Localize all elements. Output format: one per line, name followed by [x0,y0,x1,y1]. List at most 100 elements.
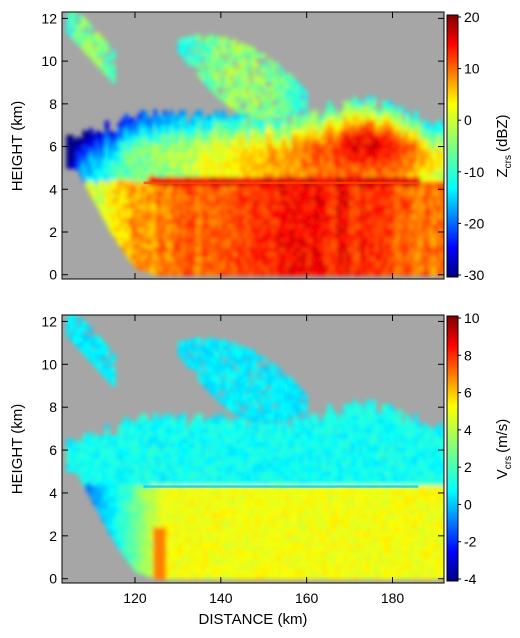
field-cell [368,166,374,173]
echo-cell [271,90,276,97]
field-cell [278,232,283,239]
field-cell [153,459,158,466]
field-cell [85,468,90,474]
field-cell [127,496,132,503]
field-cell [211,260,216,267]
field-cell [169,574,174,580]
field-cell [359,223,364,229]
field-cell [310,161,316,168]
echo-cell [216,40,221,47]
field-cell [211,152,216,159]
field-cell [146,145,151,151]
field-cell [304,223,309,229]
field-cell [391,237,396,243]
field-cell [121,525,126,531]
field-cell [166,213,171,220]
field-cell [95,448,100,455]
echo-cell [268,109,273,116]
field-cell [140,265,145,271]
field-cell [314,255,319,262]
field-cell [156,541,161,547]
field-cell [175,124,180,131]
field-cell [423,171,428,177]
field-cell [426,199,431,206]
echo-cell [203,46,208,52]
field-cell [291,237,296,243]
field-cell [159,451,164,458]
field-cell [114,221,119,227]
echo-cell [242,48,247,55]
field-cell [372,185,377,192]
field-cell [214,190,219,196]
field-cell [410,199,415,206]
field-cell [249,199,254,206]
field-cell [195,208,200,215]
field-cell [291,199,296,206]
field-cell [404,124,409,131]
field-cell [240,138,245,145]
field-cell [256,119,261,126]
field-cell [359,260,364,267]
field-cell [336,208,341,215]
field-cell [259,213,264,220]
field-cell [401,270,406,276]
field-cell [104,144,110,150]
field-cell [98,492,103,498]
field-cell [420,143,425,149]
field-cell [150,225,155,232]
field-cell [259,260,264,267]
field-cell [201,223,206,229]
field-cell [272,241,277,248]
field-cell [124,137,129,143]
field-cell [265,260,271,267]
field-cell [224,227,229,234]
field-cell [256,138,261,145]
field-cell [433,138,438,145]
field-cell [288,251,293,257]
field-cell [204,232,209,239]
field-cell [114,515,119,522]
field-cell [195,185,200,192]
field-cell [291,147,296,154]
echo-cell [206,40,212,46]
field-cell [291,152,296,159]
field-cell [150,557,155,564]
field-cell [310,166,316,173]
field-cell [130,524,135,531]
field-cell [72,158,77,165]
field-cell [175,171,180,177]
field-cell [365,152,370,159]
field-cell [121,183,126,190]
field-cell [278,260,283,267]
field-cell [433,180,438,187]
field-cell [246,133,251,140]
echo-cell [245,45,250,51]
field-cell [69,139,74,146]
field-cell [275,147,280,154]
field-cell [381,138,386,145]
field-cell [191,237,196,243]
echo-cell [242,44,247,50]
echo-cell [98,63,103,70]
field-cell [436,265,441,271]
field-cell [256,194,261,201]
field-cell [121,226,126,232]
field-cell [253,147,258,154]
field-cell [288,185,293,192]
field-cell [246,147,251,154]
field-cell [140,161,145,168]
field-cell [236,270,242,276]
field-cell [362,115,367,121]
field-cell [320,218,325,224]
field-cell [323,218,328,224]
field-cell [146,159,151,165]
echo-cell [242,86,247,92]
field-cell [121,179,126,185]
field-cell [111,444,116,451]
field-cell [195,110,200,116]
field-cell [278,119,283,126]
field-cell [394,237,399,243]
field-cell [368,129,374,135]
field-cell [240,119,245,126]
field-cell [385,251,390,257]
